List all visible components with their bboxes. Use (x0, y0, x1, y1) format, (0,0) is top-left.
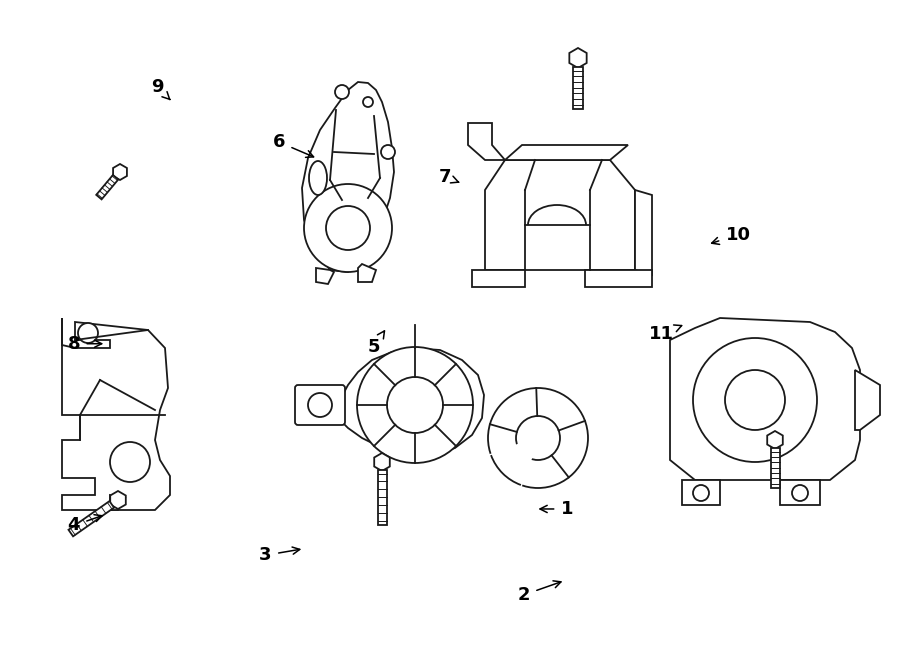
Polygon shape (472, 270, 525, 287)
Polygon shape (635, 190, 652, 275)
Circle shape (335, 85, 349, 99)
Ellipse shape (309, 161, 327, 195)
Text: 7: 7 (439, 168, 459, 186)
Circle shape (693, 485, 709, 501)
Polygon shape (505, 145, 628, 160)
Circle shape (693, 338, 817, 462)
Text: 6: 6 (273, 133, 313, 157)
Text: 8: 8 (68, 334, 102, 353)
Circle shape (304, 184, 392, 272)
Circle shape (488, 388, 588, 488)
Circle shape (381, 145, 395, 159)
Text: 9: 9 (151, 78, 170, 100)
Text: 10: 10 (712, 225, 751, 245)
Polygon shape (770, 447, 779, 488)
Wedge shape (486, 438, 538, 490)
Text: 11: 11 (649, 325, 681, 343)
Polygon shape (670, 318, 860, 480)
Circle shape (110, 442, 150, 482)
Text: 1: 1 (540, 500, 573, 518)
Polygon shape (468, 123, 505, 160)
Circle shape (387, 377, 443, 433)
Polygon shape (573, 67, 583, 108)
Polygon shape (96, 175, 118, 200)
Polygon shape (113, 164, 127, 180)
Polygon shape (302, 82, 394, 272)
Polygon shape (377, 470, 386, 525)
Text: 4: 4 (68, 515, 102, 535)
Polygon shape (570, 48, 587, 68)
Circle shape (308, 393, 332, 417)
FancyBboxPatch shape (295, 385, 345, 425)
Text: 3: 3 (259, 546, 300, 564)
Polygon shape (110, 495, 125, 510)
Polygon shape (68, 501, 114, 536)
Polygon shape (62, 318, 170, 510)
Circle shape (357, 347, 473, 463)
Polygon shape (855, 370, 880, 430)
Polygon shape (374, 453, 390, 471)
Polygon shape (780, 480, 820, 505)
Text: 2: 2 (518, 581, 561, 604)
Circle shape (516, 416, 560, 460)
Circle shape (363, 97, 373, 107)
Circle shape (792, 485, 808, 501)
Polygon shape (358, 264, 376, 282)
Polygon shape (316, 268, 334, 284)
Polygon shape (767, 431, 783, 449)
Circle shape (78, 323, 98, 343)
Circle shape (326, 206, 370, 250)
Text: 5: 5 (367, 331, 384, 356)
Polygon shape (340, 348, 484, 455)
Polygon shape (485, 160, 635, 270)
Circle shape (725, 370, 785, 430)
Polygon shape (110, 491, 126, 509)
Polygon shape (585, 270, 652, 287)
Polygon shape (682, 480, 720, 505)
